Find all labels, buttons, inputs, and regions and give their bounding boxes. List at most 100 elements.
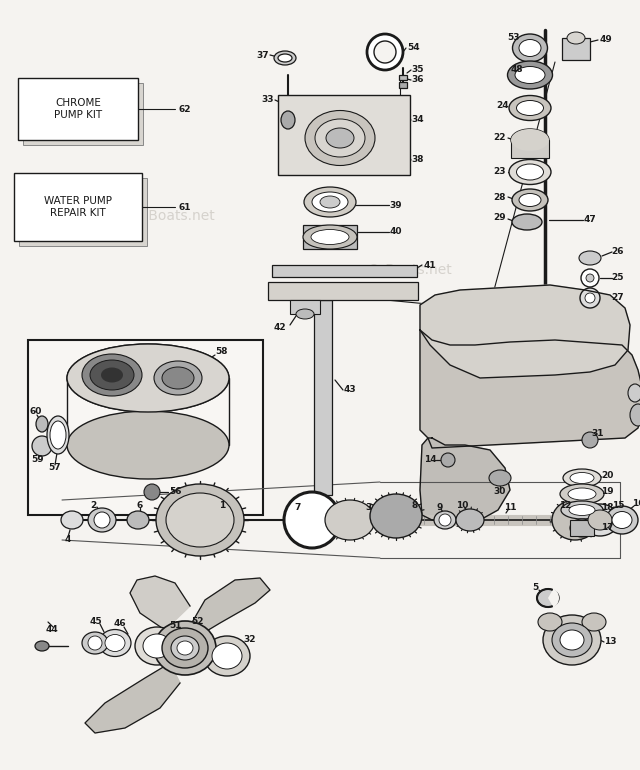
Ellipse shape	[212, 643, 242, 669]
Circle shape	[585, 293, 595, 303]
Text: 62: 62	[179, 105, 191, 113]
Text: 24: 24	[497, 102, 509, 111]
Text: 36: 36	[412, 75, 424, 85]
Ellipse shape	[127, 511, 149, 529]
Text: 38: 38	[412, 156, 424, 165]
Text: 57: 57	[49, 464, 61, 473]
Text: 44: 44	[45, 625, 58, 634]
Ellipse shape	[537, 589, 559, 607]
Ellipse shape	[315, 119, 365, 157]
Ellipse shape	[552, 500, 598, 540]
Ellipse shape	[579, 251, 601, 265]
Bar	[399, 82, 407, 88]
Polygon shape	[420, 285, 630, 378]
Ellipse shape	[561, 501, 603, 519]
Text: 31: 31	[592, 428, 604, 437]
Ellipse shape	[82, 354, 142, 396]
Text: 46: 46	[114, 620, 126, 628]
Text: 30: 30	[494, 487, 506, 497]
Text: 10: 10	[456, 501, 468, 511]
Ellipse shape	[67, 411, 229, 479]
Text: 29: 29	[493, 213, 506, 223]
Bar	[272, 265, 417, 277]
Ellipse shape	[563, 469, 601, 487]
Bar	[570, 520, 594, 536]
Ellipse shape	[519, 39, 541, 56]
Text: 42: 42	[274, 323, 286, 333]
Ellipse shape	[281, 111, 295, 129]
Ellipse shape	[278, 54, 292, 62]
Ellipse shape	[166, 493, 234, 547]
Polygon shape	[190, 578, 270, 638]
Text: 27: 27	[612, 293, 624, 303]
Ellipse shape	[312, 192, 348, 212]
Text: 40: 40	[390, 227, 403, 236]
Text: 48: 48	[511, 65, 524, 75]
Ellipse shape	[509, 159, 551, 185]
Circle shape	[441, 453, 455, 467]
Circle shape	[284, 492, 340, 548]
Text: © Boats.net: © Boats.net	[131, 209, 215, 223]
Text: 47: 47	[584, 216, 596, 225]
Ellipse shape	[567, 32, 585, 44]
Bar	[278, 95, 410, 175]
Ellipse shape	[135, 627, 179, 665]
Text: 17: 17	[601, 523, 613, 531]
Text: 14: 14	[424, 456, 436, 464]
Ellipse shape	[560, 484, 604, 504]
Circle shape	[94, 512, 110, 528]
Text: 53: 53	[508, 34, 520, 42]
Ellipse shape	[177, 641, 193, 655]
Text: 13: 13	[604, 638, 616, 647]
Circle shape	[582, 432, 598, 448]
Text: 19: 19	[601, 487, 613, 497]
Bar	[18, 78, 138, 140]
Ellipse shape	[630, 404, 640, 426]
Text: 51: 51	[169, 621, 181, 630]
Bar	[28, 340, 263, 515]
Ellipse shape	[311, 229, 349, 245]
Bar	[23, 83, 143, 145]
Ellipse shape	[99, 630, 131, 657]
Ellipse shape	[154, 621, 216, 675]
Ellipse shape	[35, 641, 49, 651]
Ellipse shape	[304, 187, 356, 217]
Ellipse shape	[489, 470, 511, 486]
Ellipse shape	[612, 511, 632, 528]
Circle shape	[144, 484, 160, 500]
Ellipse shape	[581, 504, 619, 536]
Ellipse shape	[326, 128, 354, 148]
Ellipse shape	[61, 511, 83, 529]
Ellipse shape	[516, 101, 543, 116]
Text: 37: 37	[257, 51, 269, 59]
Wedge shape	[548, 588, 559, 608]
Ellipse shape	[320, 196, 340, 208]
Ellipse shape	[552, 623, 592, 657]
Ellipse shape	[538, 613, 562, 631]
Ellipse shape	[274, 51, 296, 65]
Circle shape	[581, 269, 599, 287]
Ellipse shape	[105, 634, 125, 651]
Ellipse shape	[325, 500, 375, 540]
Bar	[314, 300, 332, 495]
Polygon shape	[85, 663, 180, 733]
Bar	[19, 178, 147, 246]
Text: CHROME
PUMP KIT: CHROME PUMP KIT	[54, 99, 102, 120]
Ellipse shape	[162, 628, 208, 668]
Ellipse shape	[511, 129, 549, 151]
Text: 16: 16	[632, 500, 640, 508]
Circle shape	[586, 274, 594, 282]
Ellipse shape	[570, 473, 594, 484]
Ellipse shape	[204, 636, 250, 676]
Polygon shape	[130, 576, 190, 630]
Bar	[303, 225, 357, 249]
Bar	[268, 282, 418, 300]
Text: © Boats.net: © Boats.net	[367, 509, 452, 523]
Circle shape	[88, 636, 102, 650]
Ellipse shape	[50, 421, 66, 449]
Ellipse shape	[543, 615, 601, 665]
Text: 3: 3	[365, 504, 371, 513]
Bar	[399, 75, 407, 80]
Ellipse shape	[560, 630, 584, 650]
Text: 12: 12	[559, 501, 572, 511]
